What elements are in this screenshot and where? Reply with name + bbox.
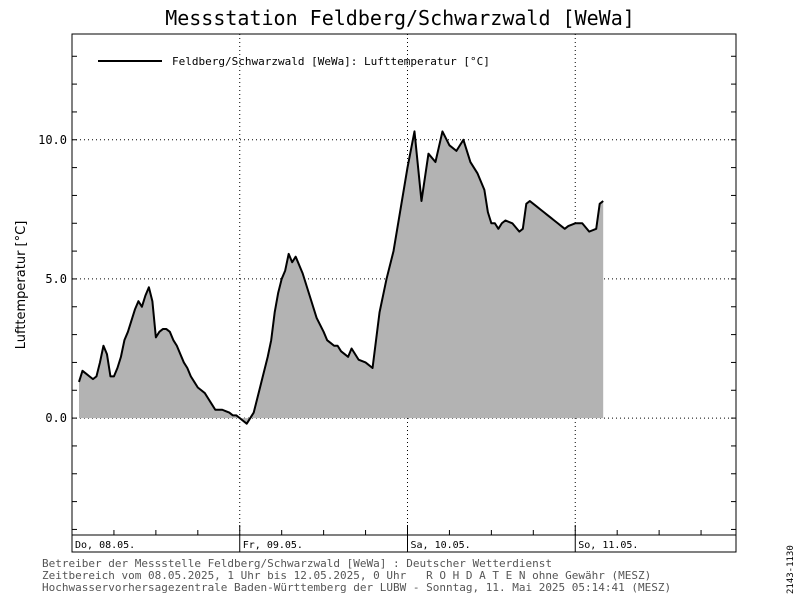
date-label: So, 11.05. [578,540,638,551]
date-label: Fr, 09.05. [243,540,303,551]
series-area [78,131,604,424]
side-code: 2143-1130 [786,545,796,594]
legend-label: Feldberg/Schwarzwald [WeWa]: Lufttempera… [172,55,490,68]
date-labels: Do, 08.05. Fr, 09.05. Sa, 10.05. So, 11.05. [75,535,638,552]
footer-operator: Betreiber der Messstelle Feldberg/Schwar… [42,557,552,570]
y-tick-label: 10.0 [38,133,67,147]
y-tick-label: 5.0 [45,272,67,286]
chart-title: Messstation Feldberg/Schwarzwald [WeWa] [165,6,635,30]
y-tick-label: 0.0 [45,411,67,425]
y-axis-label: Lufttemperatur [°C] [14,221,29,350]
data-layer [78,130,604,425]
footer-time-range: Zeitbereich vom 08.05.2025, 1 Uhr bis 12… [42,569,652,582]
plot-frame [71,33,737,553]
series-line [78,130,604,425]
date-label: Do, 08.05. [75,540,135,551]
legend: Feldberg/Schwarzwald [WeWa]: Lufttempera… [98,55,490,68]
ticks: 0.0 5.0 10.0 [38,55,736,535]
date-label: Sa, 10.05. [410,540,470,551]
footer-source: Hochwasservorhersagezentrale Baden-Württ… [42,581,672,594]
